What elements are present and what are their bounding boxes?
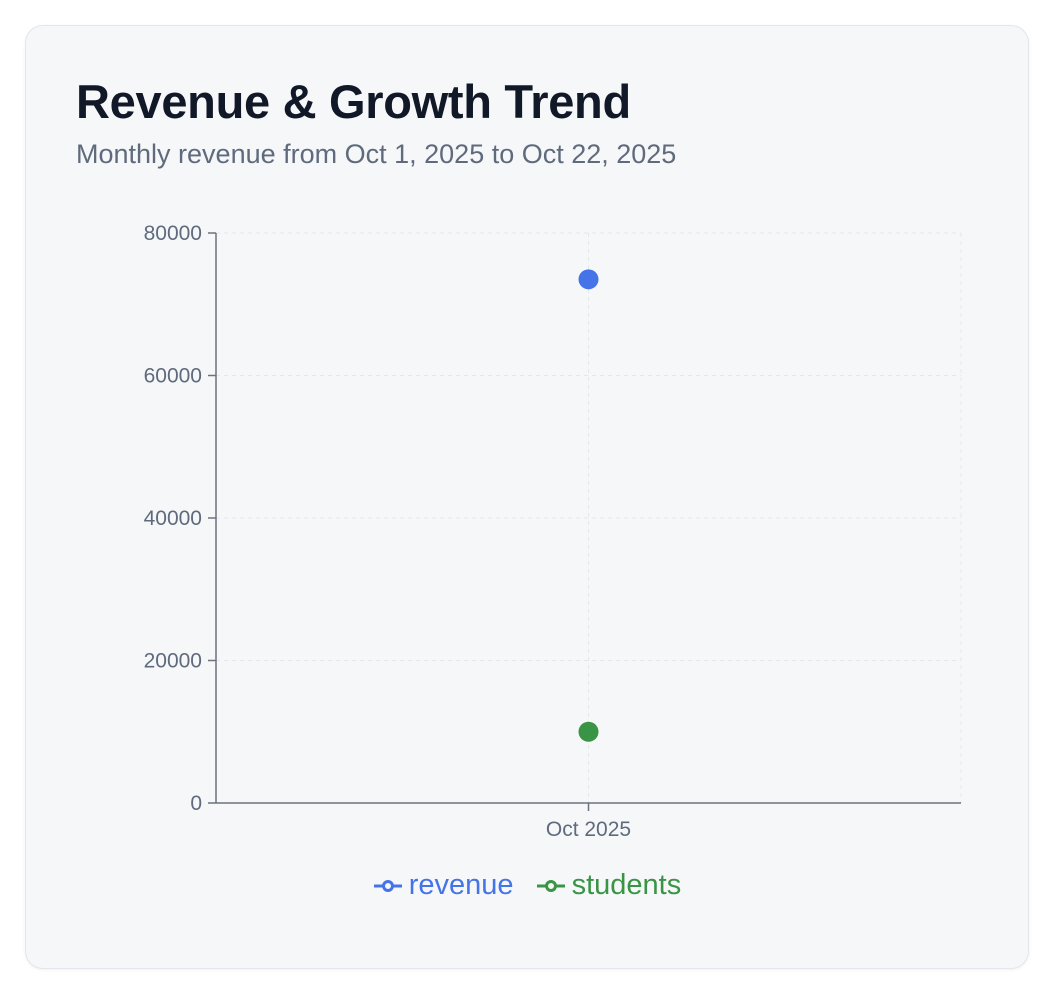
y-tick-label: 20000 (144, 650, 202, 673)
legend-line-marker-icon (373, 879, 402, 892)
chart-plot: 0 20000 40000 60000 80000 Oct 2025 (144, 222, 962, 841)
y-tick-label: 60000 (144, 365, 202, 388)
grid-lines (216, 232, 962, 803)
legend-line-marker-icon (536, 879, 565, 892)
legend-label-students: students (571, 869, 682, 901)
y-tick-label: 80000 (144, 222, 202, 245)
tick-labels: 0 20000 40000 60000 80000 Oct 2025 (144, 222, 632, 841)
legend-item-students[interactable]: students (536, 869, 682, 902)
axes (208, 232, 961, 811)
chart-card: Revenue & Growth Trend Monthly revenue f… (25, 25, 1029, 969)
legend-revenue-dot (381, 879, 394, 892)
legend-students-dot (544, 879, 557, 892)
x-tick-label: Oct 2025 (546, 818, 631, 841)
legend-item-revenue[interactable]: revenue (373, 869, 514, 902)
data-point-revenue (578, 269, 599, 290)
data-points (578, 269, 599, 742)
y-tick-label: 0 (190, 792, 202, 815)
y-tick-label: 40000 (144, 507, 202, 530)
chart-title: Revenue & Growth Trend (76, 75, 631, 128)
data-point-students (578, 721, 599, 742)
chart-subtitle: Monthly revenue from Oct 1, 2025 to Oct … (76, 139, 677, 169)
legend: revenue students (26, 869, 1028, 902)
legend-label-revenue: revenue (408, 869, 514, 901)
